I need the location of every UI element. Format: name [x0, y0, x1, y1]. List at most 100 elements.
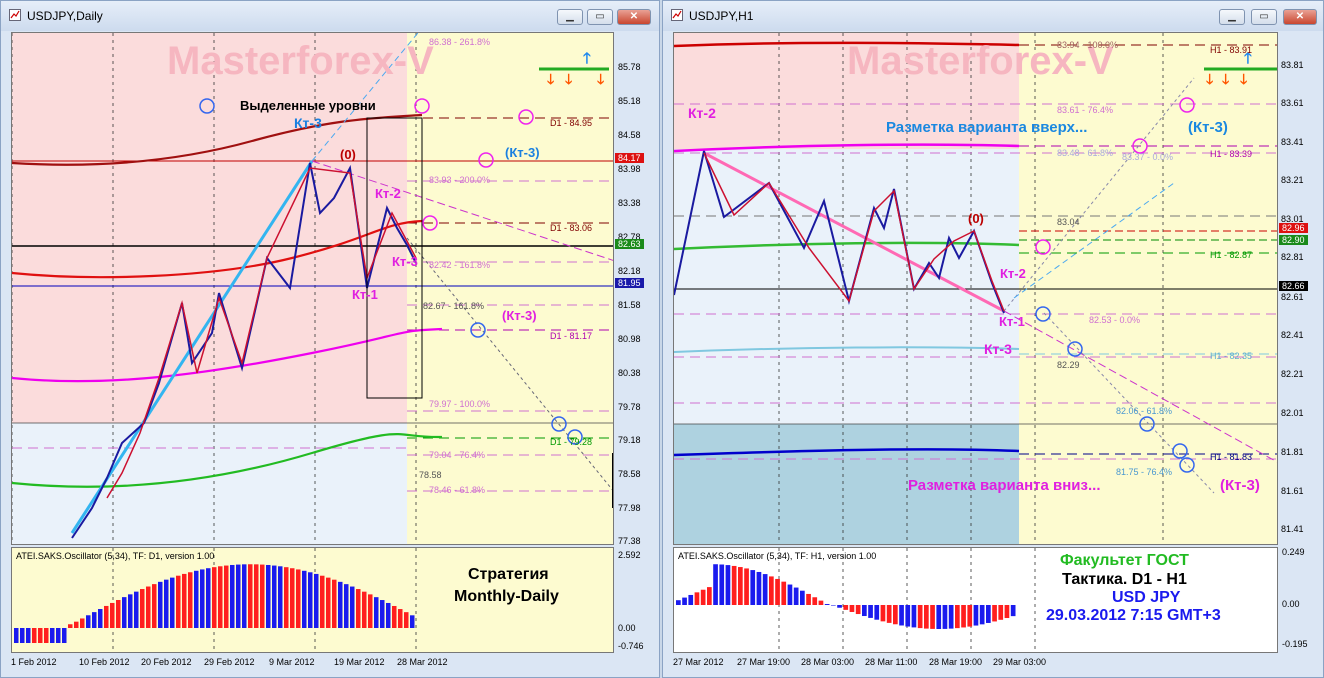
oscillator-bar [344, 584, 349, 628]
osc-tick: 0.00 [1282, 599, 1300, 609]
oscillator-bar [122, 597, 127, 628]
left-titlebar[interactable]: USDJPY,Daily ▁ ▭ ✕ [1, 1, 659, 31]
maximize-button[interactable]: ▭ [587, 9, 613, 25]
date-tick: 28 Mar 19:00 [929, 657, 983, 667]
oscillator-bar [893, 605, 898, 625]
svg-text:🡓: 🡓 [1222, 71, 1229, 87]
price-tick: 84.58 [618, 130, 641, 140]
oscillator-panel[interactable]: ATEI.SAKS.Oscillator (5,34), TF: H1, ver… [673, 547, 1278, 653]
left-chart-window[interactable]: USDJPY,Daily ▁ ▭ ✕ [0, 0, 660, 678]
level-label: H1 - 81.83 [1210, 452, 1253, 462]
oscillator-bar [362, 591, 367, 628]
fib-label: 83.93 - 200.0% [429, 175, 491, 185]
level-label: D1 - 79.28 [550, 437, 593, 447]
oscillator-bar [44, 628, 49, 643]
oscillator-bar [326, 577, 331, 628]
price-tick: 82.41 [1281, 330, 1304, 340]
oscillator-label: ATEI.SAKS.Oscillator (5,34), TF: D1, ver… [16, 551, 215, 561]
oscillator-bar [756, 571, 762, 605]
oscillator-bar [26, 628, 31, 643]
oscillator-bar [917, 605, 923, 629]
oscillator-bar [812, 597, 818, 605]
svg-text:🡓: 🡓 [1206, 71, 1213, 87]
oscillator-canvas [676, 548, 1036, 652]
kt3-label-2: Кт-3 [392, 254, 418, 269]
oscillator-bar [194, 570, 199, 628]
price-chart[interactable]: 🡑 🡓 🡓 🡓 Masterforex-V Выделенные уровни Кт… [11, 32, 614, 545]
zero-point-label: (0) [968, 211, 984, 226]
price-tick: 81.81 [1281, 447, 1304, 457]
price-tag-blue: 81.95 [615, 278, 644, 288]
oscillator-bar [750, 570, 756, 605]
price-chart[interactable]: 🡑 🡓 🡓 🡓 Masterforex-V Кт-2 Разметка вариан… [673, 32, 1278, 545]
kt2-label-2: Кт-2 [1000, 266, 1026, 281]
oscillator-bar [886, 605, 892, 623]
oscillator-bar [380, 600, 385, 628]
price-chart-canvas: 🡑 🡓 🡓 🡓 [12, 33, 613, 544]
oscillator-bar [116, 600, 121, 628]
price-tick: 80.38 [618, 368, 641, 378]
maximize-button[interactable]: ▭ [1251, 9, 1277, 25]
oscillator-bar [374, 597, 379, 628]
price-tick: 82.21 [1281, 369, 1304, 379]
oscillator-bar [164, 579, 169, 628]
oscillator-bar [998, 605, 1004, 620]
oscillator-bar [146, 586, 151, 628]
price-tick: 83.81 [1281, 60, 1304, 70]
oscillator-bar [128, 594, 133, 628]
kt2-label: Кт-2 [375, 186, 401, 201]
oscillator-bar [899, 605, 904, 626]
price-tag-black: 82.66 [1279, 281, 1308, 291]
close-button[interactable]: ✕ [1283, 9, 1317, 25]
date-tick: 29 Mar 03:00 [993, 657, 1047, 667]
oscillator-bar [868, 605, 873, 618]
oscillator-bar [56, 628, 61, 643]
oscillator-bar [290, 568, 295, 628]
date-axis: 27 Mar 2012 27 Mar 19:00 28 Mar 03:00 28… [673, 655, 1278, 669]
faculty-word: Факультет [1060, 552, 1143, 569]
oscillator-panel[interactable]: ATEI.SAKS.Oscillator (5,34), TF: D1, ver… [11, 547, 614, 653]
right-chart-window[interactable]: USDJPY,H1 ▁ ▭ ✕ [662, 0, 1324, 678]
kt3-target-label: (Кт-3) [505, 145, 540, 160]
oscillator-bar [236, 564, 241, 628]
fib-label: 82.67 - 161.8% [423, 301, 485, 311]
close-button[interactable]: ✕ [617, 9, 651, 25]
oscillator-bar [68, 624, 73, 628]
oscillator-bar [682, 597, 687, 605]
price-tick: 79.18 [618, 435, 641, 445]
price-tag-red: 82.96 [1279, 223, 1308, 233]
watermark: Masterforex-V [167, 39, 434, 83]
level-label: D1 - 81.17 [550, 331, 593, 341]
oscillator-bar [38, 628, 43, 643]
oscillator-bar [942, 605, 948, 629]
oscillator-axis: 0.249 0.00 -0.195 [1278, 547, 1324, 653]
minimize-button[interactable]: ▁ [557, 9, 583, 25]
oscillator-bar [775, 578, 780, 605]
oscillator-bar [731, 565, 737, 605]
svg-text:🡓: 🡓 [597, 71, 604, 87]
level-label: H1 - 83.39 [1210, 149, 1253, 159]
oscillator-bar [410, 615, 415, 628]
strategy-subtitle: Monthly-Daily [454, 588, 559, 605]
oscillator-bar [744, 568, 749, 605]
minimize-button[interactable]: ▁ [1219, 9, 1245, 25]
price-tick: 81.41 [1281, 524, 1304, 534]
right-titlebar[interactable]: USDJPY,H1 ▁ ▭ ✕ [663, 1, 1323, 31]
kt1-label: Кт-1 [999, 314, 1025, 329]
oscillator-bar [713, 564, 718, 605]
svg-text:🡓: 🡓 [547, 71, 554, 87]
oscillator-bar [855, 605, 861, 615]
oscillator-bar [762, 574, 768, 605]
price-tick: 80.98 [618, 334, 641, 344]
oscillator-bar [92, 612, 97, 628]
date-tick: 10 Feb 2012 [79, 657, 130, 667]
fib-label: 83.61 - 76.4% [1057, 105, 1114, 115]
oscillator-bar [212, 567, 217, 628]
price-tick: 85.78 [618, 62, 641, 72]
osc-tick: -0.195 [1282, 639, 1308, 649]
oscillator-bar [80, 618, 85, 628]
oscillator-bar [206, 568, 211, 628]
fib-label: 82.42 - 161.8% [429, 260, 491, 270]
oscillator-bar [242, 564, 247, 628]
price-tag-green: 82.63 [615, 239, 644, 249]
